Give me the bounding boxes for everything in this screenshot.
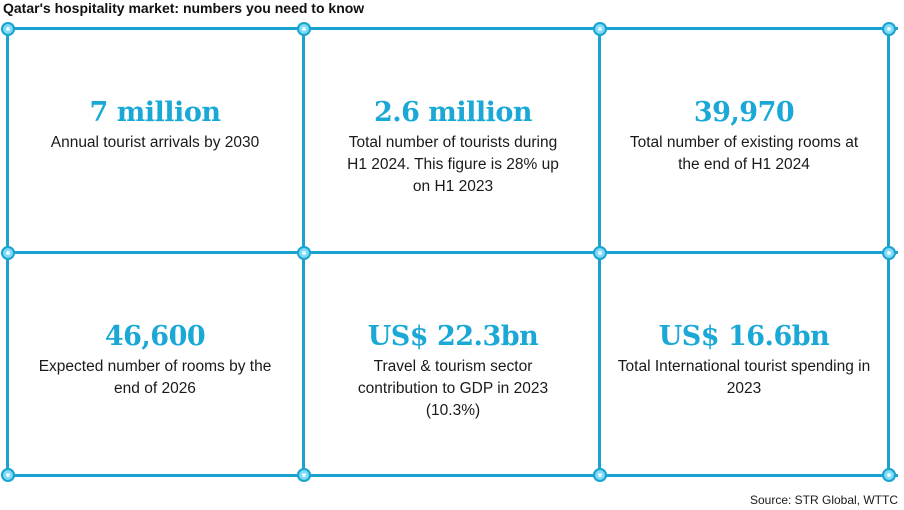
stat-description: Travel & tourism sector contribution to …: [357, 358, 549, 419]
stat-cell-h1-tourists: 2.6 million Total number of tourists dur…: [305, 96, 601, 198]
grid-node-icon: [1, 468, 15, 482]
stat-description: Total International tourist spending in …: [617, 358, 871, 397]
stat-cell-existing-rooms: 39,970 Total number of existing rooms at…: [601, 96, 887, 176]
stat-cell-expected-rooms: 46,600 Expected number of rooms by the e…: [10, 320, 300, 400]
grid-line-right: [887, 28, 890, 476]
grid-node-icon: [297, 22, 311, 36]
grid-line-left: [6, 28, 9, 476]
stat-value: 46,600: [104, 321, 206, 352]
stat-description: Expected number of rooms by the end of 2…: [38, 358, 272, 397]
stat-value: US$ 22.3bn: [367, 321, 539, 352]
stat-cell-gdp-contribution: US$ 22.3bn Travel & tourism sector contr…: [305, 320, 601, 422]
stat-value: 39,970: [693, 97, 795, 128]
grid-line-middle: [6, 251, 898, 254]
grid-node-icon: [882, 22, 896, 36]
grid-node-icon: [593, 468, 607, 482]
grid-node-icon: [297, 468, 311, 482]
stat-value: US$ 16.6bn: [658, 321, 830, 352]
stat-description: Total number of existing rooms at the en…: [629, 134, 859, 173]
stat-value: 2.6 million: [373, 97, 533, 128]
stat-description: Total number of tourists during H1 2024.…: [347, 134, 559, 195]
stat-value: 7 million: [89, 97, 221, 128]
stat-cell-tourist-spending: US$ 16.6bn Total International tourist s…: [601, 320, 887, 400]
grid-line-bottom: [6, 474, 898, 477]
infographic-title: Qatar's hospitality market: numbers you …: [3, 0, 365, 16]
grid-node-icon: [1, 246, 15, 260]
grid-node-icon: [593, 22, 607, 36]
stat-cell-annual-arrivals: 7 million Annual tourist arrivals by 203…: [10, 96, 300, 154]
grid-node-icon: [882, 468, 896, 482]
stat-description: Annual tourist arrivals by 2030: [50, 134, 260, 151]
grid-node-icon: [882, 246, 896, 260]
grid-node-icon: [1, 22, 15, 36]
grid-node-icon: [297, 246, 311, 260]
source-note: Source: STR Global, WTTC: [749, 493, 898, 507]
grid-node-icon: [593, 246, 607, 260]
grid-line-top: [6, 27, 898, 30]
